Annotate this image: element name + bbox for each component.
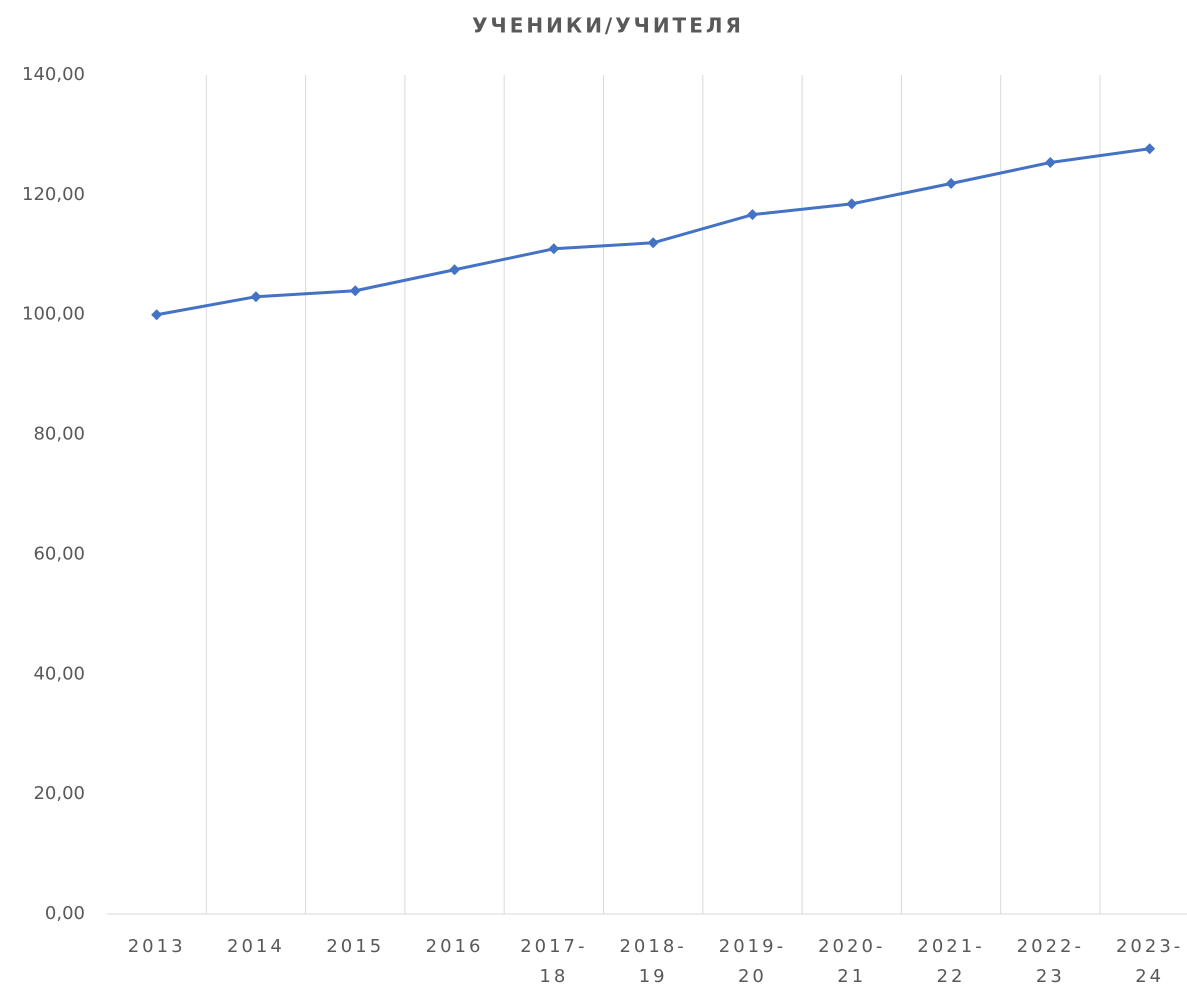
x-tick-label: 2021-22 <box>917 936 985 987</box>
y-tick-label: 80,00 <box>33 424 85 445</box>
x-tick-label: 2018-19 <box>619 936 687 987</box>
point-marker <box>945 177 957 189</box>
point-marker <box>548 243 560 255</box>
y-tick-label: 120,00 <box>22 184 85 205</box>
y-tick-label: 40,00 <box>33 663 85 684</box>
point-marker <box>151 309 163 321</box>
x-tick-label: 2017-18 <box>520 936 588 987</box>
x-tick-label: 2014 <box>227 936 285 957</box>
point-marker <box>1144 143 1156 155</box>
x-tick-label: 2016 <box>425 936 484 957</box>
point-marker <box>846 198 858 210</box>
y-tick-label: 140,00 <box>22 64 85 85</box>
x-tick-label: 2023-24 <box>1115 936 1184 987</box>
chart-title: УЧЕНИКИ/УЧИТЕЛЯ <box>472 14 744 38</box>
x-tick-label: 2013 <box>127 936 186 957</box>
point-marker <box>1044 156 1056 168</box>
point-marker <box>449 264 461 276</box>
y-tick-label: 0,00 <box>45 903 85 924</box>
x-tick-label: 2019-20 <box>718 936 787 987</box>
point-marker <box>349 285 361 297</box>
x-tick-label: 2022-23 <box>1016 936 1084 987</box>
point-marker <box>746 209 758 221</box>
y-tick-label: 60,00 <box>33 543 85 564</box>
point-marker <box>250 291 262 303</box>
point-marker <box>647 237 659 249</box>
x-tick-label: 2020-21 <box>818 936 886 987</box>
y-tick-label: 20,00 <box>33 783 85 804</box>
x-tick-label: 2015 <box>326 936 385 957</box>
y-tick-label: 100,00 <box>22 304 85 325</box>
